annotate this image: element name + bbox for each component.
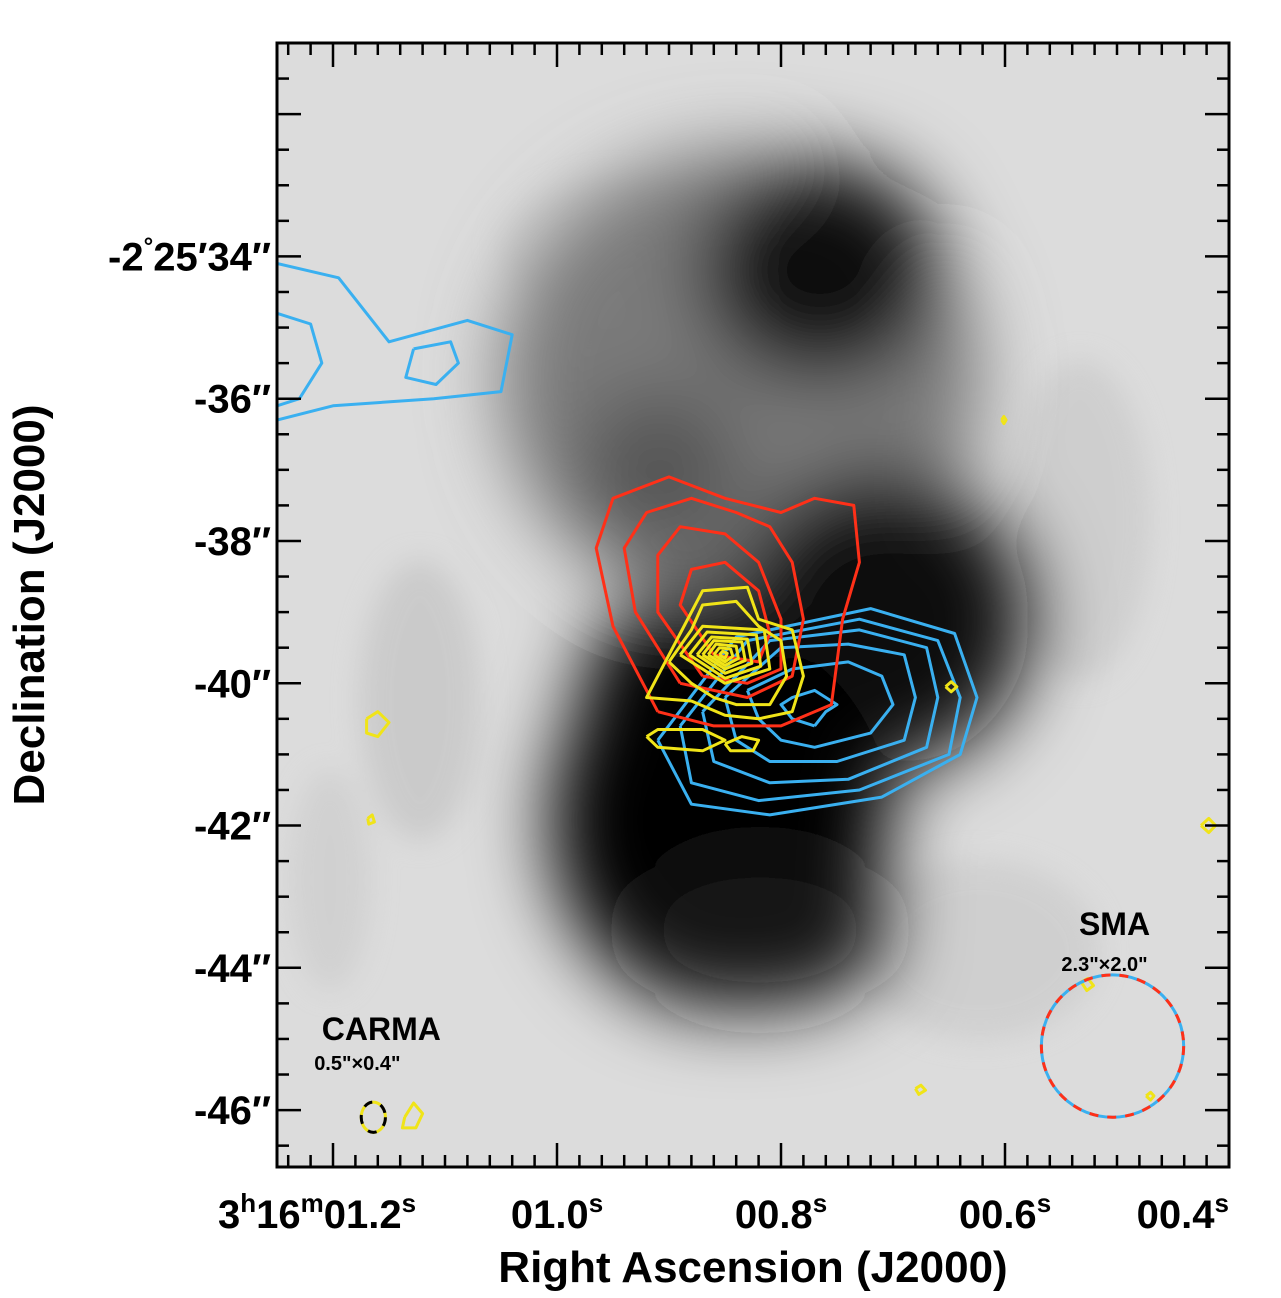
y-axis-title: Declination (J2000) — [5, 404, 54, 805]
contour-2-14 — [914, 1083, 927, 1096]
y-tick-label: -46″ — [194, 1089, 271, 1133]
contour-2-5 — [688, 630, 763, 680]
contour-2-3 — [701, 639, 747, 671]
contour-2-11 — [365, 710, 391, 739]
beam-label-0: CARMA — [322, 1011, 441, 1047]
x-tick-label: 3h16m01.2s — [218, 1188, 416, 1237]
contour-2-9 — [645, 728, 727, 753]
x-axis-title: Right Ascension (J2000) — [498, 1243, 1007, 1292]
y-tick-label: -2°25′34″ — [108, 233, 271, 279]
tick-labels: -2°25′34″ -36″ -38″ -40″ -42″ -44″ -46″ 3h16m01… — [108, 233, 1229, 1237]
contour-0-1 — [746, 660, 895, 749]
y-tick-label: -42″ — [194, 805, 271, 849]
beam-ellipse-dash-1 — [1039, 973, 1186, 1119]
contour-0-8 — [277, 311, 324, 408]
contour-layer — [277, 262, 1218, 1130]
x-tick-label: 00.6s — [959, 1188, 1051, 1237]
contour-2-19 — [944, 680, 959, 694]
y-tick-label: -38″ — [194, 520, 271, 564]
contour-1-0 — [594, 475, 861, 728]
contour-2-16 — [1000, 415, 1008, 426]
contour-1-2 — [656, 525, 783, 685]
contour-2-2 — [706, 642, 740, 667]
contour-2-12 — [366, 813, 376, 826]
contour-2-1 — [712, 646, 735, 664]
contour-0-6 — [404, 340, 460, 386]
contour-2-7 — [667, 599, 789, 707]
contour-0-3 — [701, 628, 940, 785]
y-tick-label: -44″ — [194, 947, 271, 991]
contour-2-0 — [718, 649, 729, 660]
contour-2-6 — [679, 624, 772, 685]
contour-2-18 — [1145, 1090, 1156, 1102]
x-tick-label: 00.4s — [1137, 1188, 1229, 1237]
beam-label-1: SMA — [1079, 906, 1150, 942]
y-tick-label: -36″ — [194, 378, 271, 422]
x-tick-label: 01.0s — [511, 1188, 603, 1237]
y-tick-label: -40″ — [194, 662, 271, 706]
tick-marks — [277, 43, 1229, 1167]
contour-2-10 — [723, 735, 761, 753]
beam-size-0: 0.5"×0.4" — [314, 1053, 400, 1075]
beam-layer: CARMA 0.5"×0.4" SMA 2.3"×2.0" — [314, 906, 1186, 1134]
contour-0-4 — [678, 617, 962, 803]
beam-size-1: 2.3"×2.0" — [1061, 954, 1147, 976]
contour-2-8 — [645, 585, 805, 721]
contour-2-13 — [400, 1101, 425, 1130]
contour-0-7 — [277, 262, 514, 422]
contour-2-4 — [695, 635, 754, 675]
x-tick-label: 00.8s — [735, 1188, 827, 1237]
plot-frame — [275, 41, 1231, 1169]
contour-0-0 — [779, 688, 839, 728]
beam-ellipse-dash-0 — [359, 1100, 387, 1134]
